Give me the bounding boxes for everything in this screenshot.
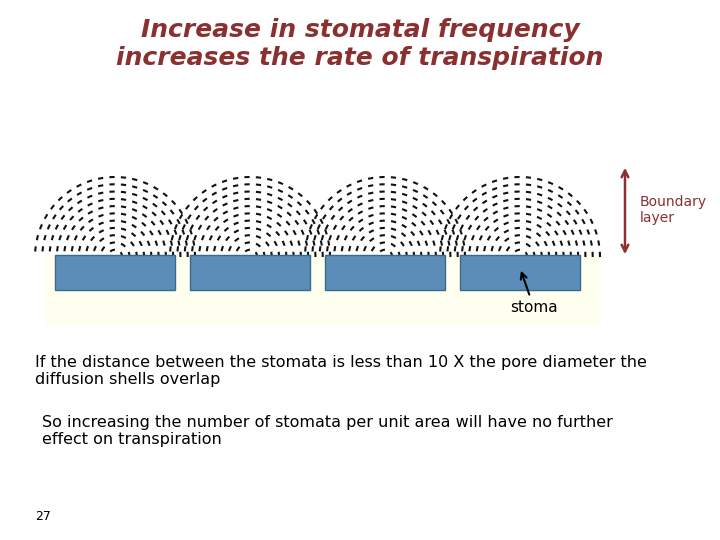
Bar bbox=[190, 255, 310, 290]
Text: 27: 27 bbox=[35, 510, 51, 523]
Bar bbox=[45, 255, 600, 325]
Text: stoma: stoma bbox=[510, 273, 557, 315]
Text: So increasing the number of stomata per unit area will have no further
effect on: So increasing the number of stomata per … bbox=[42, 415, 613, 448]
Bar bbox=[55, 255, 175, 290]
Text: Boundary
layer: Boundary layer bbox=[640, 195, 707, 225]
Bar bbox=[325, 255, 445, 290]
Bar bbox=[460, 255, 580, 290]
Text: If the distance between the stomata is less than 10 X the pore diameter the
diff: If the distance between the stomata is l… bbox=[35, 355, 647, 387]
Text: Increase in stomatal frequency
increases the rate of transpiration: Increase in stomatal frequency increases… bbox=[117, 18, 603, 70]
